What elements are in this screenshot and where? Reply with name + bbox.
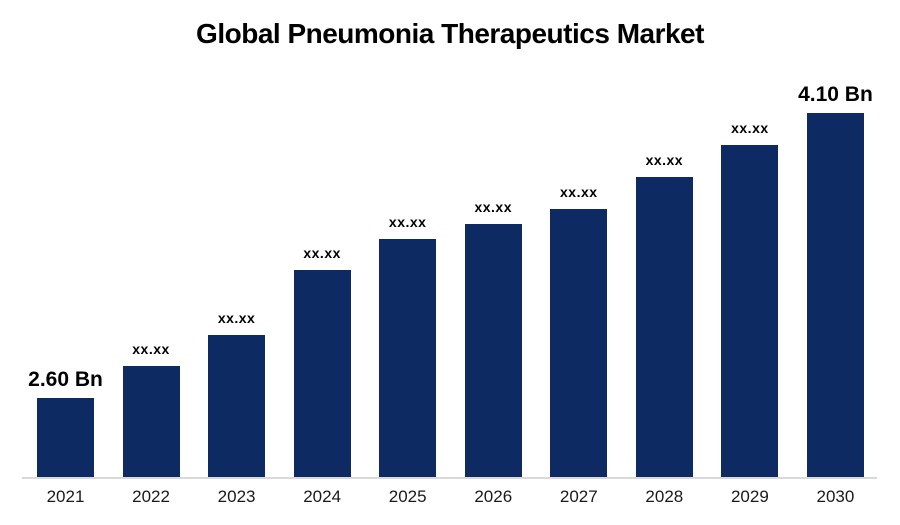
x-tick-label: 2025	[388, 487, 427, 506]
bar	[721, 145, 779, 477]
x-tick-label: 2022	[132, 487, 170, 506]
bar	[635, 177, 693, 477]
x-tick-label: 2028	[645, 487, 684, 506]
bar-value-label: xx.xx	[217, 310, 256, 326]
bar-value-label: 2.60 Bn	[28, 368, 103, 391]
bar-value-label: xx.xx	[645, 152, 684, 168]
bar	[37, 398, 94, 477]
bar-value-label: xx.xx	[388, 214, 427, 230]
x-tick-label: 2029	[730, 487, 769, 506]
bar-value-label: xx.xx	[132, 341, 170, 357]
x-tick-label: 2024	[303, 487, 342, 506]
bar-value-label: xx.xx	[731, 120, 769, 136]
bar	[379, 239, 437, 477]
x-tick-label: 2021	[46, 487, 85, 506]
x-tick-label: 2030	[816, 487, 855, 506]
bar-value-label: xx.xx	[560, 184, 598, 200]
bar	[550, 209, 608, 477]
x-tick-label: 2023	[217, 487, 256, 506]
bar-value-label: xx.xx	[303, 245, 341, 261]
x-tick-label: 2026	[474, 487, 513, 506]
bar	[293, 270, 351, 477]
bar	[122, 366, 180, 477]
bar	[806, 113, 864, 477]
bar	[464, 224, 522, 477]
x-axis-line	[22, 477, 877, 479]
chart-title: Global Pneumonia Therapeutics Market	[196, 18, 704, 49]
x-tick-label: 2027	[559, 487, 598, 506]
bar	[208, 335, 266, 477]
bar-value-label: xx.xx	[474, 199, 513, 215]
bar-value-label: 4.10 Bn	[798, 83, 873, 106]
